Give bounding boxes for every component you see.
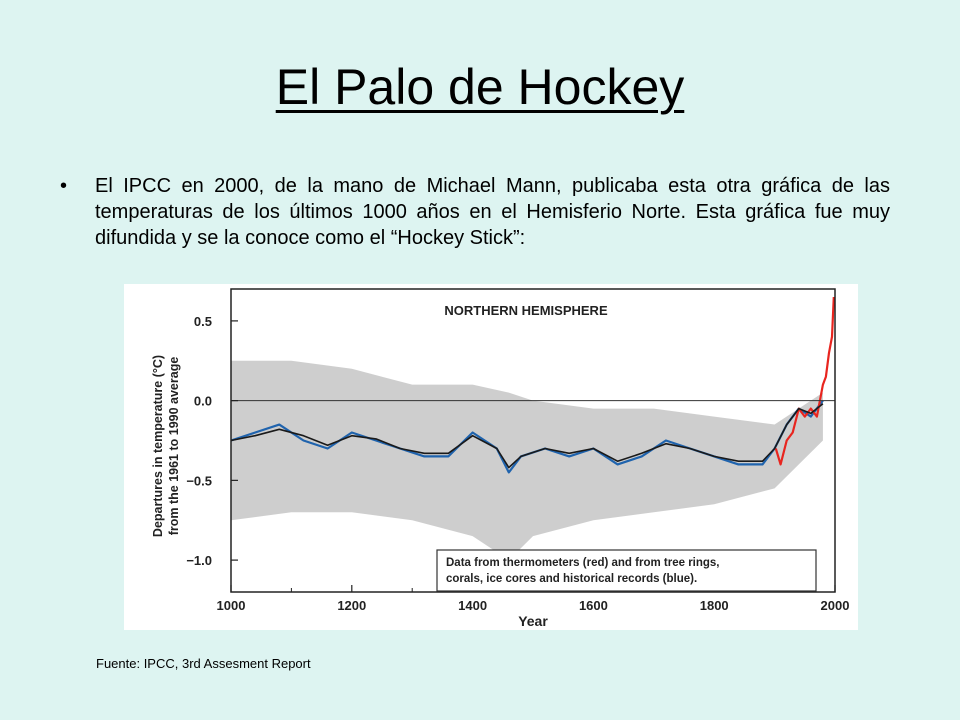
x-axis-label: Year	[518, 613, 548, 629]
source-note: Fuente: IPCC, 3rd Assesment Report	[96, 656, 311, 671]
bullet-marker: •	[60, 175, 68, 197]
axes-layer: 1000 1200 1400 1600 1800 2000 0.5 0.0 −0.5 −1.0	[186, 288, 850, 613]
x-tick-label-1400: 1400	[458, 598, 487, 613]
y-tick-label-1: 0.0	[194, 394, 212, 409]
y-axis-label-line1: Departures in temperature (°C)	[151, 355, 165, 537]
bullet-text: El IPCC en 2000, de la mano de Michael M…	[95, 175, 890, 249]
slide-title: El Palo de Hockey	[275, 59, 685, 115]
chart-container: 1000 1200 1400 1600 1800 2000 0.5 0.0 −0.5 −1.0 N…	[124, 284, 858, 630]
y-axis-label-line2: from the 1961 to 1990 average	[167, 357, 181, 536]
x-tick-label-1800: 1800	[700, 598, 729, 613]
uncertainty-band-layer	[231, 360, 823, 561]
bullet-item: • El IPCC en 2000, de la mano de Michael…	[60, 173, 890, 251]
y-tick-label-2: −0.5	[186, 473, 212, 488]
legend-text-line2: corals, ice cores and historical records…	[446, 573, 697, 585]
hockey-stick-chart: 1000 1200 1400 1600 1800 2000 0.5 0.0 −0.5 −1.0 N…	[151, 288, 850, 629]
thermometer-series-line	[774, 296, 835, 466]
y-tick-label-0: 0.5	[194, 314, 212, 329]
legend-box: Data from thermometers (red) and from tr…	[436, 549, 817, 592]
x-tick-label-1000: 1000	[217, 598, 246, 613]
chart-title: NORTHERN HEMISPHERE	[444, 303, 608, 318]
uncertainty-band	[231, 360, 823, 561]
legend-frame	[436, 549, 817, 592]
x-tick-label-1600: 1600	[579, 598, 608, 613]
x-tick-label-1200: 1200	[337, 598, 366, 613]
legend-text-line1: Data from thermometers (red) and from tr…	[446, 557, 720, 569]
smoothed-series-line	[230, 403, 824, 469]
x-tick-label-2000: 2000	[821, 598, 850, 613]
series-layer	[230, 296, 835, 474]
y-tick-label-3: −1.0	[186, 553, 212, 568]
